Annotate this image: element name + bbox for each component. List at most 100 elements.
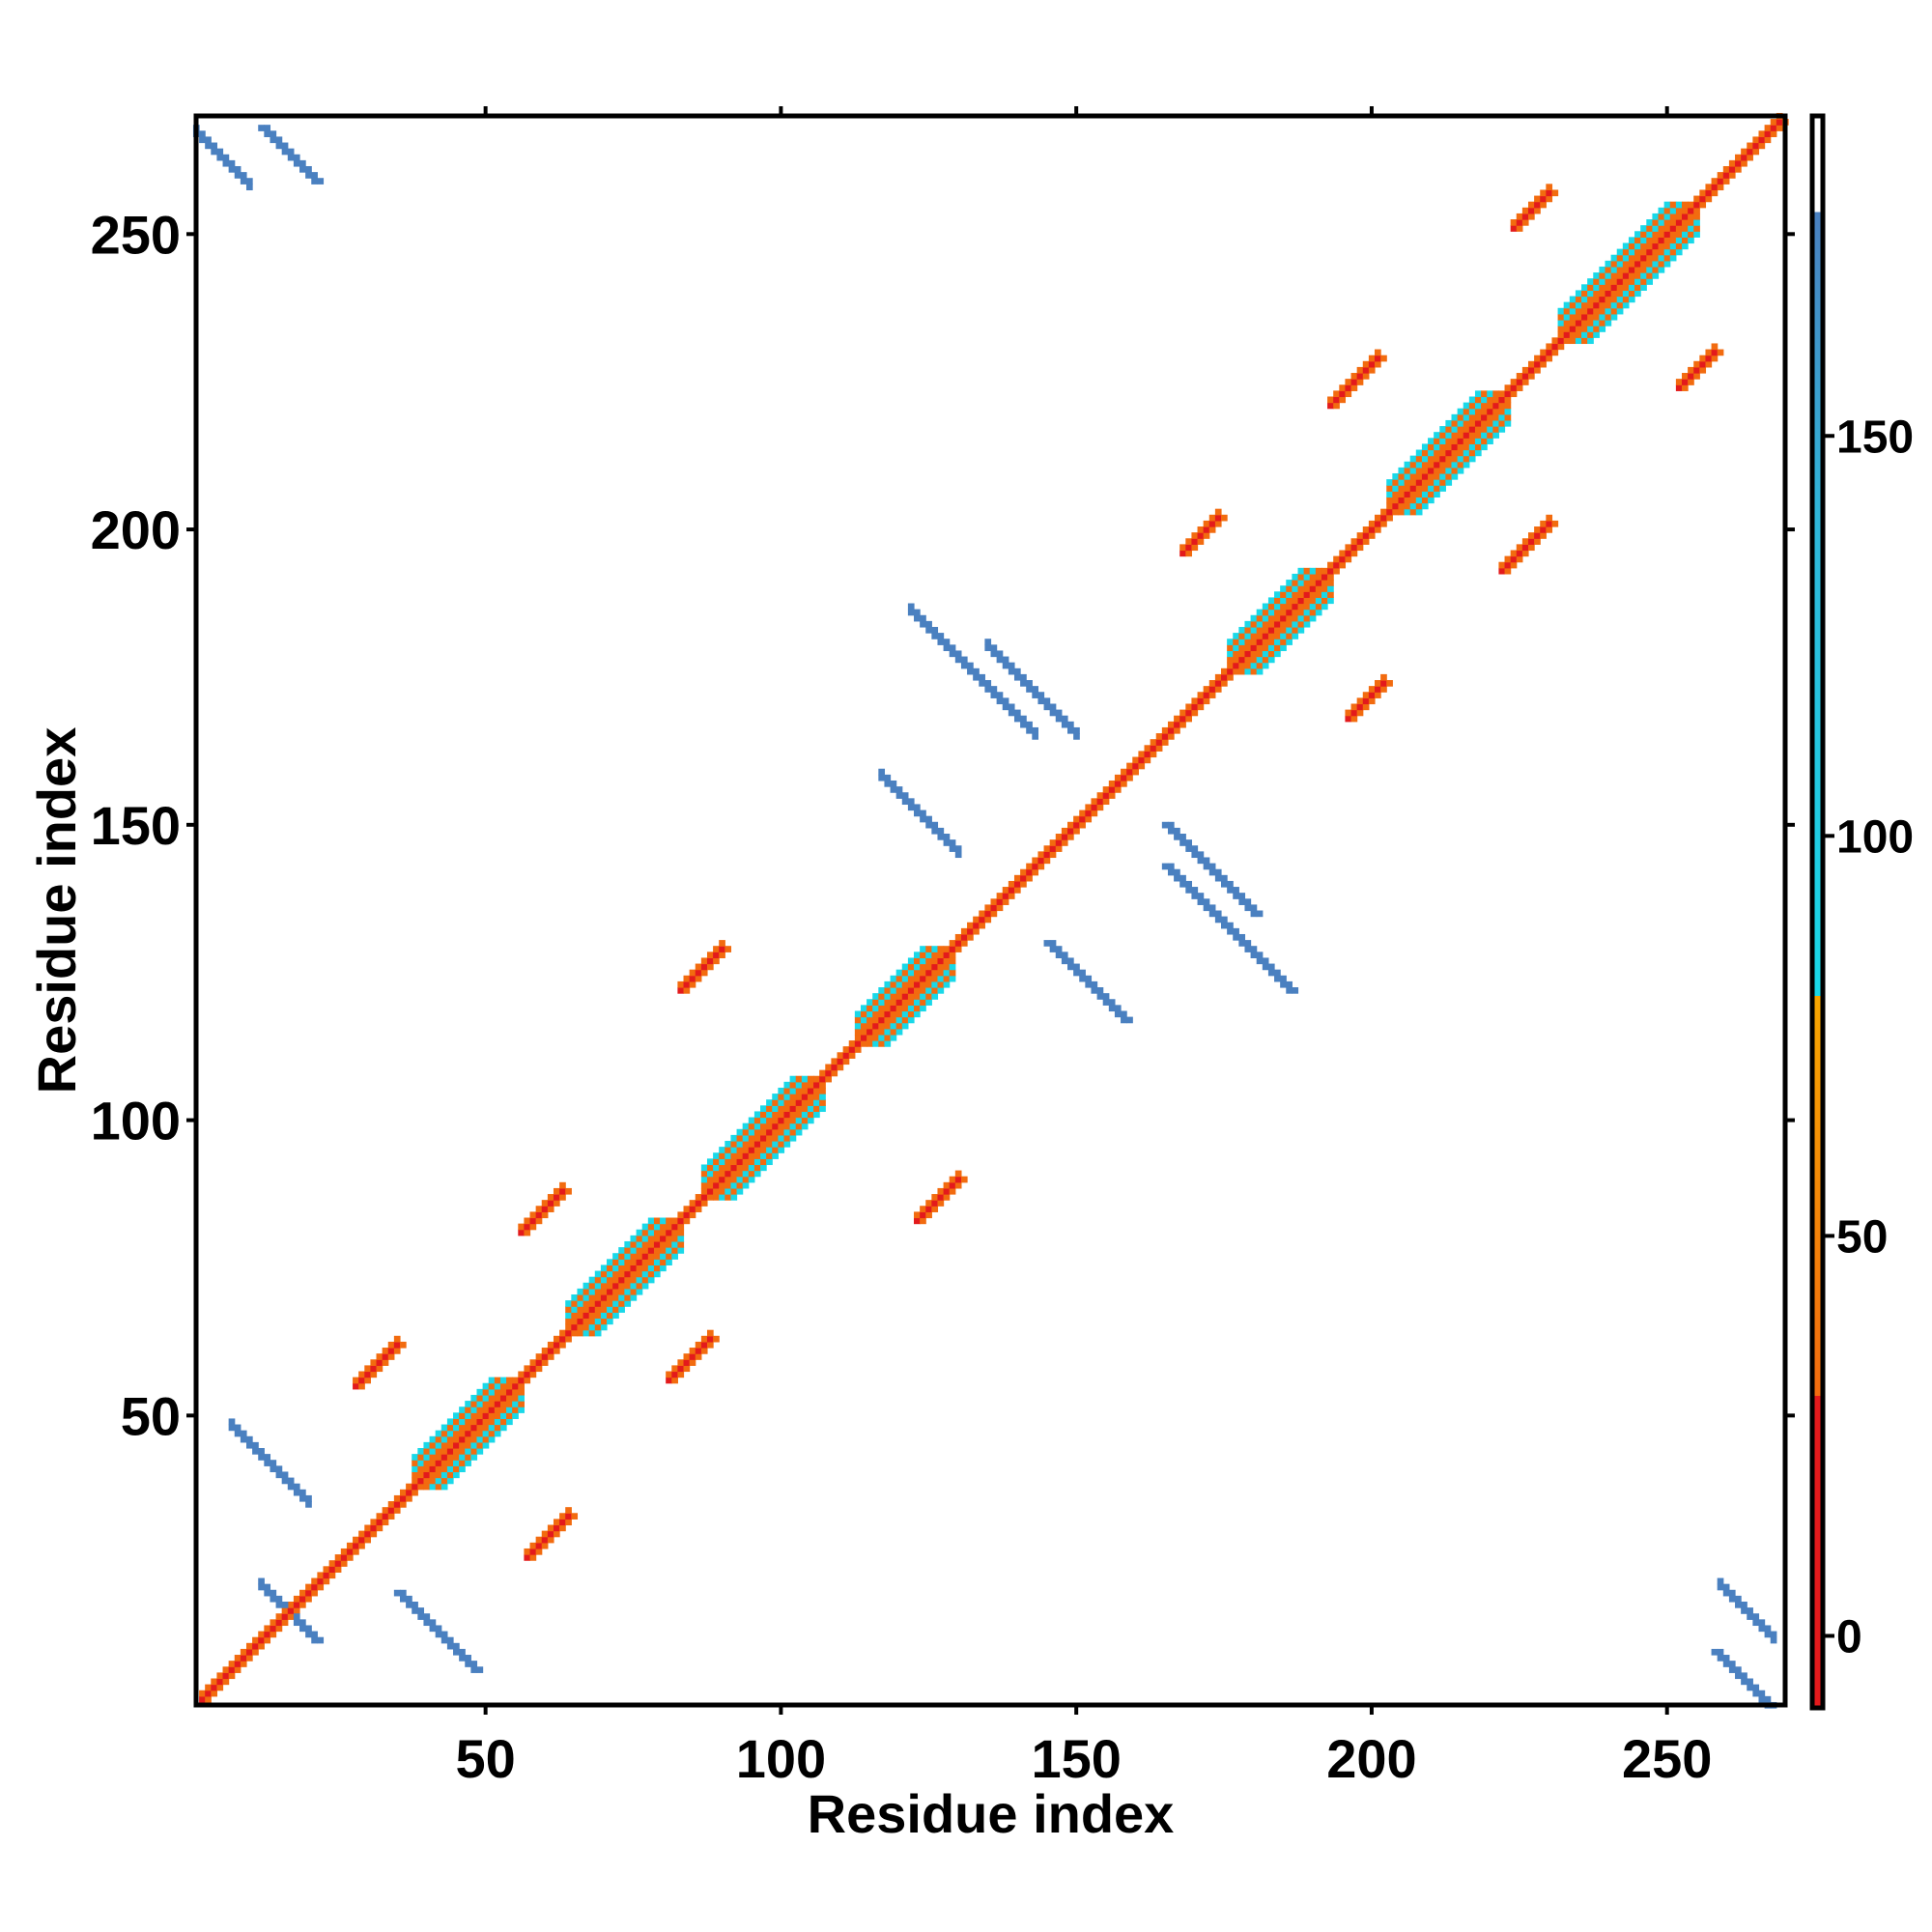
contact-cell-near-diagonal: [1002, 887, 1009, 894]
contact-cell-sheet: [954, 656, 962, 664]
contact-cell-near-diagonal: [1610, 290, 1618, 298]
contact-cell-parallel: [370, 1365, 378, 1373]
contact-cell-near-diagonal: [1096, 792, 1104, 799]
contact-cell-sheet: [1758, 1695, 1766, 1703]
contact-cell-helix: [943, 969, 951, 977]
contact-cell-parallel: [565, 1187, 572, 1195]
contact-cell-sheet: [1203, 863, 1210, 870]
contact-cell-near-diagonal: [1244, 656, 1252, 664]
contact-cell-helix: [760, 1164, 767, 1172]
contact-cell-diagonal: [1244, 650, 1252, 658]
contact-cell-sheet: [1055, 946, 1063, 952]
contact-cell-near-diagonal: [1191, 709, 1199, 717]
contact-cell-helix: [914, 993, 921, 1000]
contact-cell-parallel: [529, 1217, 537, 1225]
contact-cell-parallel: [1345, 379, 1352, 385]
contact-cell-near-diagonal: [1280, 609, 1287, 616]
contact-cell-near-diagonal: [1055, 834, 1063, 840]
contact-cell-helix: [789, 1128, 797, 1136]
contact-cell-helix: [459, 1424, 466, 1432]
contact-cell-diagonal: [996, 898, 1004, 905]
contact-cell-near-diagonal: [901, 987, 909, 994]
contact-cell-near-diagonal: [872, 1016, 879, 1024]
contact-cell-diagonal: [1663, 231, 1671, 238]
contact-cell-near-diagonal: [1658, 231, 1665, 238]
contact-cell-sheet: [890, 780, 897, 787]
contact-cell-parallel: [1185, 544, 1193, 552]
contact-cell-parallel: [695, 1353, 702, 1360]
contact-cell-near-diagonal: [1487, 413, 1493, 421]
contact-cell-near-diagonal: [1752, 136, 1760, 144]
contact-cell-near-diagonal: [1297, 603, 1305, 611]
contact-cell-helix: [494, 1418, 501, 1426]
contact-cell-helix: [1463, 461, 1470, 469]
contact-cell-parallel: [553, 1530, 560, 1538]
contact-cell-helix: [867, 1040, 873, 1047]
contact-cell-helix: [1599, 319, 1606, 327]
contact-cell-helix: [1593, 272, 1600, 279]
contact-cell-parallel: [683, 987, 691, 994]
contact-cell-sheet: [1244, 898, 1252, 905]
contact-cell-helix: [459, 1465, 466, 1473]
contact-cell-helix: [778, 1147, 785, 1153]
contact-cell-sheet: [1073, 726, 1080, 734]
contact-cell-near-diagonal: [299, 1601, 306, 1608]
contact-cell-helix: [518, 1388, 525, 1396]
contact-cell-parallel: [1527, 544, 1535, 552]
contact-cell-helix: [1563, 307, 1571, 315]
contact-cell-helix: [801, 1075, 809, 1083]
contact-cell-sheet: [446, 1642, 454, 1650]
contact-cell-near-diagonal: [1392, 508, 1400, 516]
contact-cell-sheet: [1208, 910, 1216, 918]
contact-cell-helix: [636, 1270, 643, 1278]
contact-cell-sheet: [305, 1631, 312, 1638]
contact-cell-near-diagonal: [1646, 242, 1653, 250]
contact-cell-helix: [1250, 662, 1258, 669]
contact-cell-helix: [1286, 580, 1293, 586]
contact-cell-sheet: [440, 1636, 448, 1644]
contact-cell-helix: [1250, 614, 1258, 622]
contact-cell-helix: [641, 1270, 649, 1278]
contact-cell-helix: [760, 1117, 767, 1124]
contact-cell-parallel: [960, 1176, 968, 1183]
contact-cell-parallel: [559, 1513, 566, 1520]
contact-cell-helix: [925, 946, 932, 952]
contact-cell-helix: [607, 1318, 613, 1325]
contact-cell-parallel: [1214, 520, 1222, 527]
contact-cell-helix: [895, 1022, 903, 1030]
contact-cell-sheet: [299, 165, 306, 173]
contact-cell-helix: [1575, 290, 1582, 298]
contact-cell-helix: [565, 1306, 572, 1313]
contact-cell-sheet: [1735, 1601, 1742, 1608]
contact-cell-parallel: [1711, 355, 1719, 362]
contact-cell-diagonal: [1463, 432, 1470, 439]
contact-cell-diagonal: [1398, 497, 1406, 504]
contact-cell-near-diagonal: [612, 1288, 619, 1295]
contact-cell-diagonal: [1221, 673, 1228, 681]
contact-cell-helix: [1392, 472, 1400, 480]
contact-cell-diagonal: [1392, 502, 1400, 510]
contact-cell-helix: [594, 1282, 602, 1290]
contact-cell-helix: [1504, 413, 1512, 421]
contact-cell-parallel: [666, 1371, 672, 1378]
contact-cell-sheet: [1764, 1695, 1772, 1703]
contact-cell-sheet: [1227, 880, 1234, 888]
contact-cell-diagonal: [518, 1377, 525, 1384]
contact-cell-sheet: [907, 798, 915, 806]
contact-cell-helix: [1386, 485, 1393, 492]
contact-cell-helix: [783, 1141, 791, 1148]
contact-cell-helix: [1274, 633, 1281, 639]
contact-cell-near-diagonal: [1067, 821, 1074, 829]
contact-cell-parallel: [1362, 373, 1370, 380]
contact-cell-helix: [1227, 639, 1234, 645]
contact-cell-near-diagonal: [399, 1501, 407, 1508]
contact-cell-helix: [742, 1170, 750, 1178]
contact-cell-helix: [624, 1259, 632, 1266]
contact-cell-helix: [1663, 260, 1671, 268]
contact-cell-near-diagonal: [1628, 260, 1635, 268]
contact-cell-diagonal: [429, 1465, 437, 1473]
contact-cell-near-diagonal: [293, 1607, 300, 1614]
contact-cell-near-diagonal: [1096, 804, 1104, 811]
contact-cell-helix: [748, 1117, 755, 1124]
contact-cell-parallel: [677, 1359, 685, 1366]
